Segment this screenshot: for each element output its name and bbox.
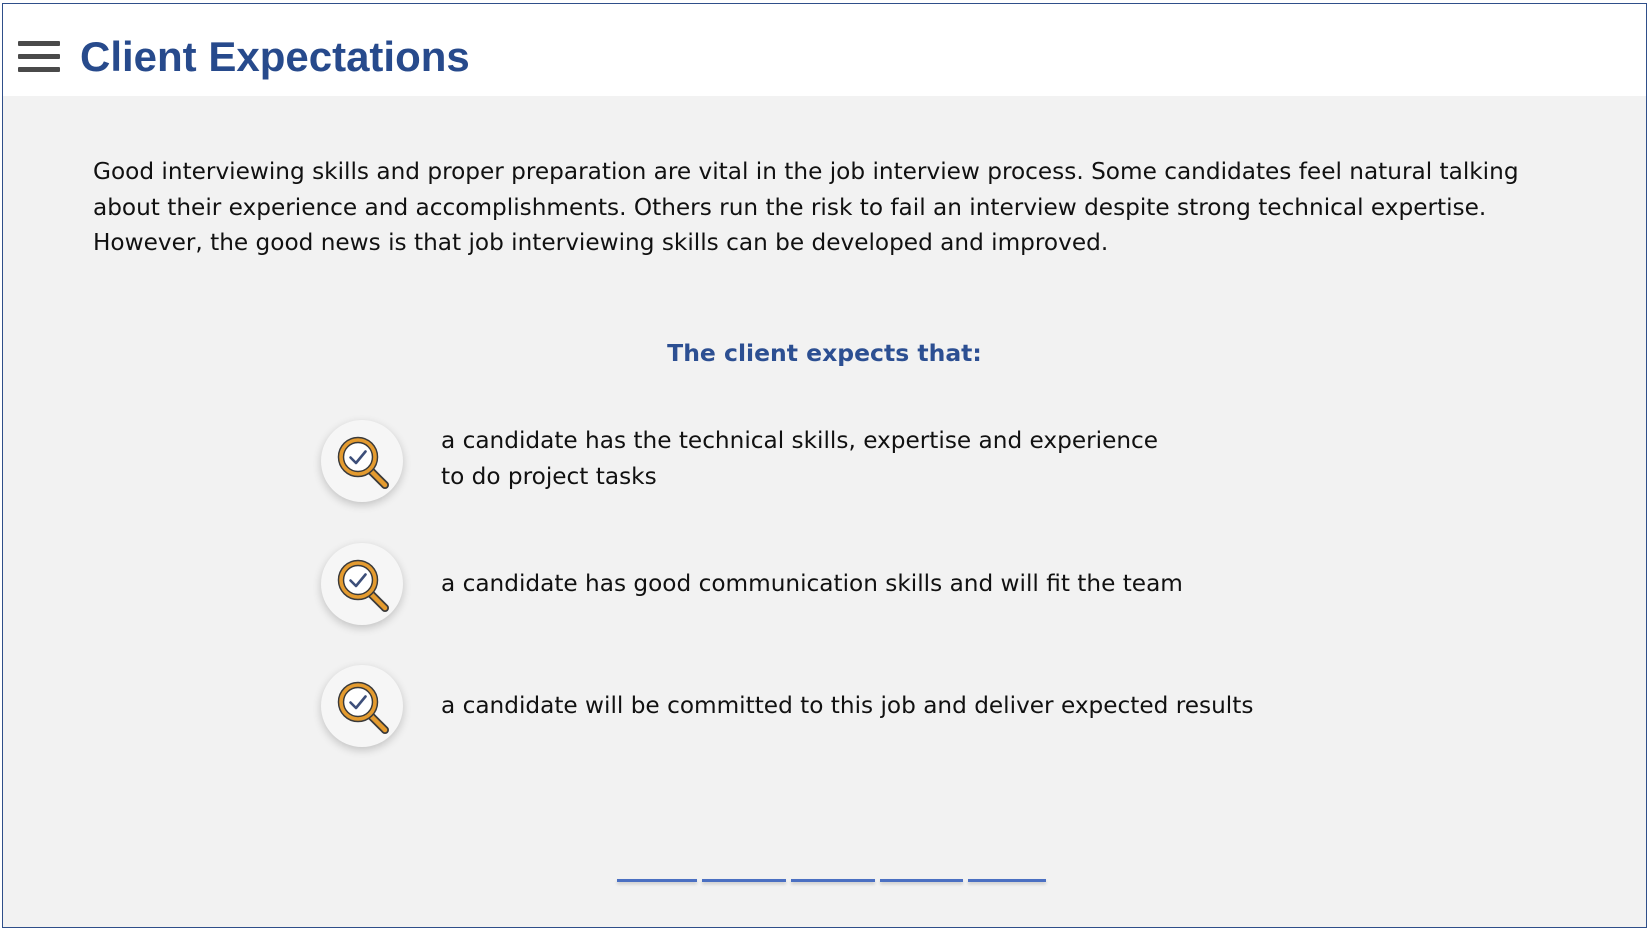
progress-segment-1[interactable] [617,879,697,882]
slide-frame: Client Expectations Good interviewing sk… [2,3,1647,928]
intro-paragraph: Good interviewing skills and proper prep… [93,158,1519,256]
menu-line [18,54,60,59]
list-item-text: a candidate will be committed to this jo… [441,692,1254,719]
progress-segment-5[interactable] [968,879,1046,882]
menu-line [18,41,60,46]
magnifier-check-icon [321,665,403,747]
list-item-text: a candidate has good communication skill… [441,570,1183,597]
progress-segment-2[interactable] [702,879,786,882]
list-item: a candidate will be committed to this jo… [321,665,1421,751]
hamburger-menu-icon[interactable] [18,41,60,73]
list-item: a candidate has good communication skill… [321,543,1421,629]
page-title: Client Expectations [80,33,470,80]
menu-line [18,67,60,72]
magnifier-check-icon [321,543,403,625]
list-item-text: a candidate has the technical skills, ex… [441,427,1159,490]
header-bar: Client Expectations [3,4,1646,96]
magnifier-check-icon [321,420,403,502]
progress-segment-3[interactable] [791,879,875,882]
list-item: a candidate has the technical skills, ex… [321,420,1421,506]
progress-segment-4[interactable] [880,879,963,882]
expectations-heading: The client expects that: [667,339,982,367]
